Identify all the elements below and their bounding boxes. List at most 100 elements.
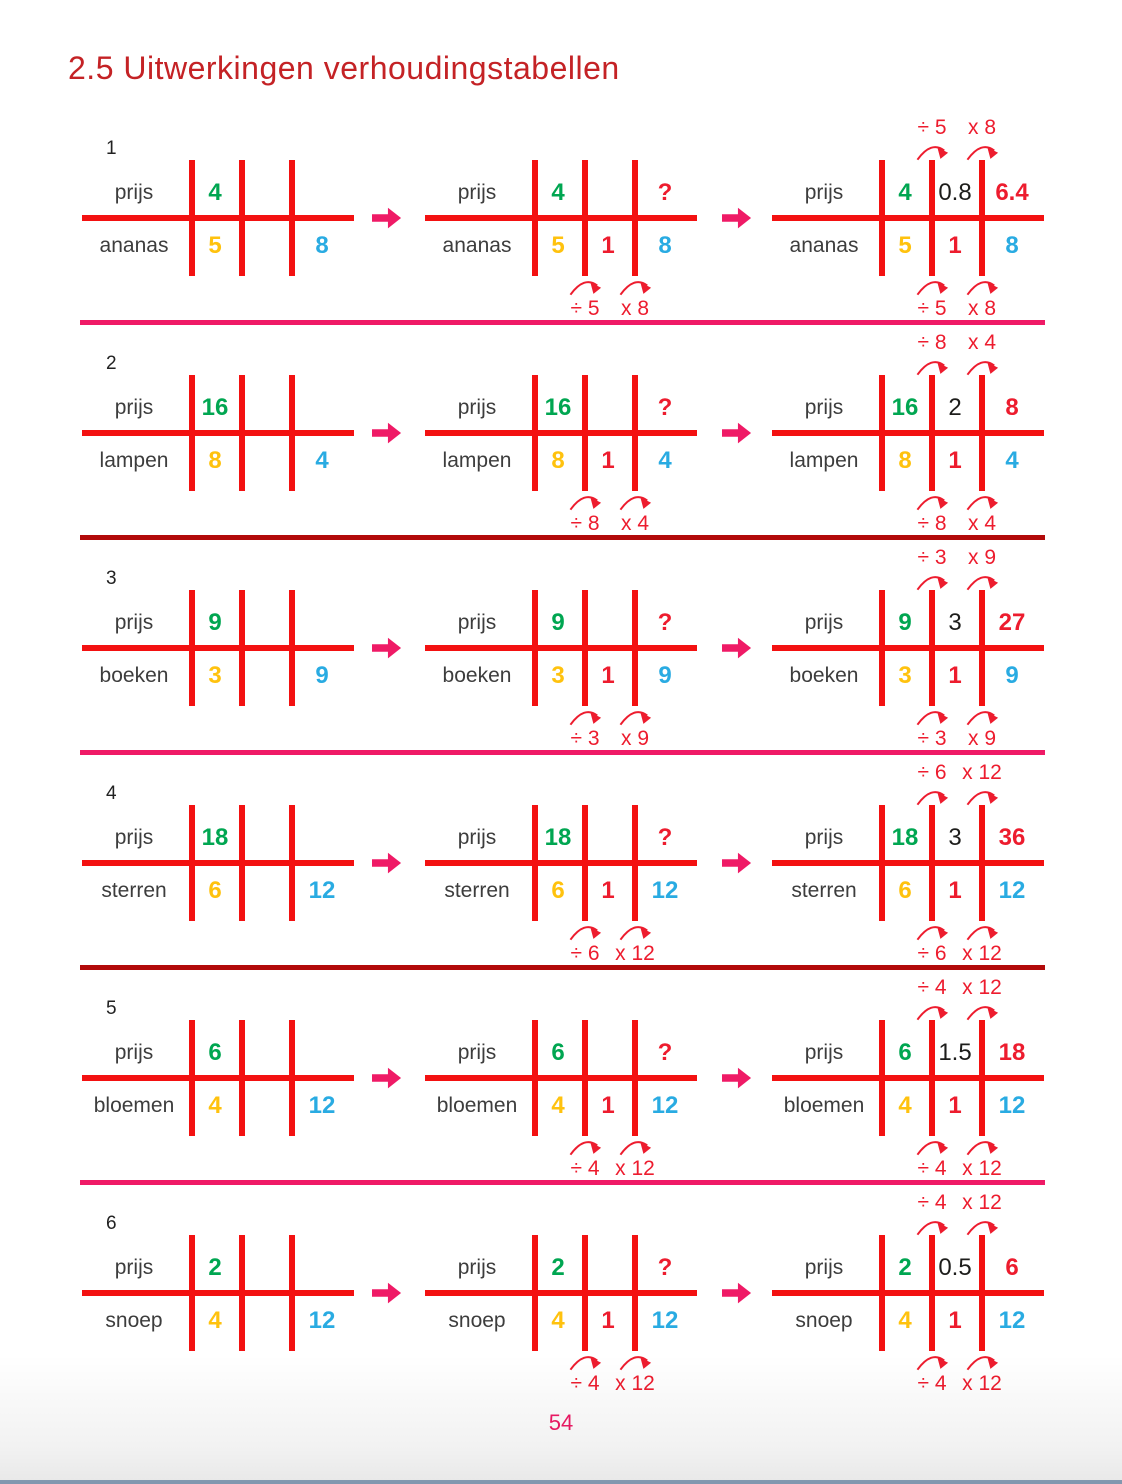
table-cell: ? <box>657 1254 673 1281</box>
table-cell: 8 <box>208 447 222 474</box>
curved-arrow-icon <box>966 281 999 296</box>
table-cell: 1 <box>601 447 615 474</box>
table-cell: 36 <box>998 824 1026 851</box>
curved-arrow-icon <box>916 1006 949 1021</box>
table-cell: 9 <box>658 662 672 689</box>
row-label-top: prijs <box>114 396 154 419</box>
curved-arrow-icon <box>966 926 999 941</box>
operations-below: ÷ 3 x 9 <box>425 704 697 750</box>
exercise-row: 2 prijs lampen 16 8 4 <box>80 325 1045 540</box>
table-cell: 27 <box>998 609 1026 636</box>
curved-arrow-icon <box>569 496 602 511</box>
multiply-operation: x 12 <box>954 761 1010 807</box>
row-label-top: prijs <box>457 611 497 634</box>
table-horizontal-line <box>425 215 697 221</box>
curved-arrow-icon <box>916 496 949 511</box>
right-arrow-icon <box>722 1281 752 1305</box>
curved-arrow-icon <box>619 926 652 941</box>
row-label-bottom: bloemen <box>93 1094 175 1117</box>
operations-below: ÷ 4 x 12 <box>425 1134 697 1180</box>
table-grid: prijs sterren 18 3 36 6 1 12 <box>772 805 1044 921</box>
multiply-label: x 8 <box>620 297 649 320</box>
right-arrow-icon <box>372 1281 402 1305</box>
table-cell: 12 <box>651 1307 679 1334</box>
table-vertical-line <box>532 1235 538 1351</box>
row-label-bottom: lampen <box>442 449 512 472</box>
exercise-list: 1 prijs ananas 4 5 8 <box>80 110 1045 1400</box>
divide-label: ÷ 6 <box>570 942 600 965</box>
table-cell: 3 <box>898 662 912 689</box>
table-cell: ? <box>657 394 673 421</box>
divide-label: ÷ 3 <box>570 727 600 750</box>
table-cell: 0.5 <box>938 1254 972 1281</box>
operations-below: ÷ 6 x 12 <box>425 919 697 965</box>
curved-arrow-icon <box>619 1141 652 1156</box>
table-vertical-line <box>239 160 245 276</box>
table-cell: 4 <box>208 179 222 206</box>
curved-arrow-icon <box>916 361 949 376</box>
table-cell: 4 <box>208 1307 222 1334</box>
operations-above: ÷ 3 x 9 <box>772 546 1044 594</box>
table-cell: 1 <box>948 1307 962 1334</box>
table-cell: 16 <box>891 394 919 421</box>
row-label-top: prijs <box>804 1041 844 1064</box>
table-grid: prijs boeken 9 3 9 <box>82 590 354 706</box>
operations-above: ÷ 8 x 4 <box>772 331 1044 379</box>
multiply-label: x 4 <box>967 331 996 354</box>
divide-label: ÷ 4 <box>570 1157 600 1180</box>
table-vertical-line <box>632 160 638 276</box>
row-label-bottom: bloemen <box>783 1094 865 1117</box>
right-arrow-icon <box>372 851 402 875</box>
operations-below: ÷ 8 x 4 <box>425 489 697 535</box>
curved-arrow-icon <box>916 1356 949 1371</box>
operations-below: ÷ 4 x 12 <box>772 1349 1044 1395</box>
table-cell: 18 <box>544 824 572 851</box>
right-arrow-icon <box>722 851 752 875</box>
table-grid: prijs snoep 2 4 12 <box>82 1235 354 1351</box>
table-vertical-line <box>929 1235 935 1351</box>
table-vertical-line <box>289 1020 295 1136</box>
divide-operation: ÷ 5 <box>557 274 613 320</box>
row-label-bottom: bloemen <box>436 1094 518 1117</box>
curved-arrow-icon <box>569 281 602 296</box>
table-vertical-line <box>532 375 538 491</box>
table-horizontal-line <box>82 215 354 221</box>
multiply-operation: x 12 <box>954 919 1010 965</box>
multiply-operation: x 12 <box>954 1134 1010 1180</box>
table-cell: 4 <box>551 179 565 206</box>
multiply-label: x 12 <box>962 1157 1002 1180</box>
table-cell: ? <box>657 609 673 636</box>
table-cell: 6 <box>551 877 565 904</box>
curved-arrow-icon <box>619 496 652 511</box>
table-cell: 16 <box>201 394 229 421</box>
ratio-table-middle: prijs snoep 2 ? 4 1 12 ÷ 4 x 12 <box>425 1185 697 1400</box>
multiply-operation: x 12 <box>954 976 1010 1022</box>
curved-arrow-icon <box>916 1221 949 1236</box>
row-label-top: prijs <box>804 396 844 419</box>
table-cell: 4 <box>208 1092 222 1119</box>
table-cell: 12 <box>308 1092 336 1119</box>
bottom-bar <box>0 1480 1122 1484</box>
table-vertical-line <box>189 1020 195 1136</box>
row-label-bottom: boeken <box>789 664 859 687</box>
curved-arrow-icon <box>619 711 652 726</box>
table-cell: 4 <box>551 1092 565 1119</box>
table-vertical-line <box>189 375 195 491</box>
ratio-table-solution: ÷ 4 x 12 prijs snoep 2 0.5 <box>772 1185 1044 1400</box>
table-cell: 0.8 <box>938 179 972 206</box>
divide-operation: ÷ 4 <box>557 1349 613 1395</box>
operations-above: ÷ 4 x 12 <box>772 976 1044 1024</box>
table-vertical-line <box>239 375 245 491</box>
right-arrow-icon <box>722 1066 752 1090</box>
table-cell: 8 <box>1005 394 1019 421</box>
table-vertical-line <box>289 590 295 706</box>
table-cell: 1 <box>948 877 962 904</box>
table-cell: 12 <box>308 877 336 904</box>
table-grid: prijs lampen 16 8 4 <box>82 375 354 491</box>
operations-below: ÷ 5 x 8 <box>772 274 1044 320</box>
table-cell: 6 <box>898 1039 912 1066</box>
row-label-bottom: ananas <box>442 234 512 257</box>
table-vertical-line <box>979 590 985 706</box>
table-grid: prijs sterren 18 6 12 <box>82 805 354 921</box>
curved-arrow-icon <box>966 496 999 511</box>
